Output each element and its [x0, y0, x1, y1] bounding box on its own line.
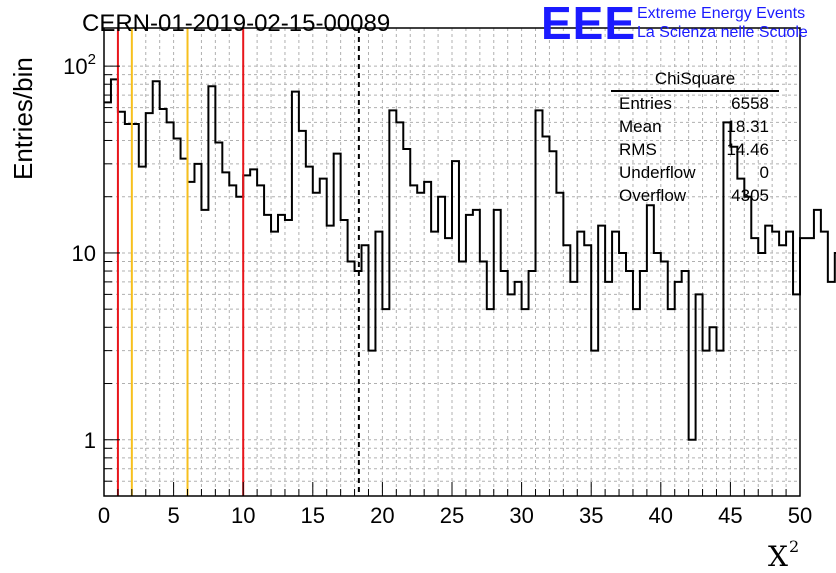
stats-title: ChiSquare — [611, 68, 779, 92]
stats-value: 18.31 — [726, 117, 769, 136]
x-tick-label: 50 — [788, 503, 812, 528]
y-tick-label: 102 — [63, 51, 96, 79]
y-tick-label: 1 — [84, 428, 96, 453]
stats-row-entries: Entries 6558 — [611, 92, 779, 115]
x-tick-label: 35 — [579, 503, 603, 528]
stats-row-rms: RMS 14.46 — [611, 138, 779, 161]
stats-value: 4305 — [731, 186, 769, 205]
stats-key: Underflow — [619, 163, 696, 182]
stats-value: 14.46 — [726, 140, 769, 159]
y-axis-label: Entries/bin — [8, 57, 38, 180]
stats-key: Entries — [619, 94, 672, 113]
stats-box: ChiSquare Entries 6558 Mean 18.31 RMS 14… — [611, 68, 779, 207]
histogram-line — [104, 78, 836, 441]
logo-line-1: Extreme Energy Events — [637, 5, 806, 22]
stats-key: RMS — [619, 140, 657, 159]
x-tick-label: 0 — [98, 503, 110, 528]
stats-value: 6558 — [731, 94, 769, 113]
stats-key: Mean — [619, 117, 662, 136]
stats-key: Overflow — [619, 186, 687, 205]
y-tick-label: 10 — [72, 241, 96, 266]
x-axis-label-main: X — [768, 540, 788, 573]
x-tick-label: 45 — [718, 503, 742, 528]
x-tick-label: 25 — [440, 503, 464, 528]
x-tick-label: 40 — [649, 503, 673, 528]
x-tick-label: 10 — [231, 503, 255, 528]
x-axis-label-sup: 2 — [788, 537, 800, 556]
stats-value: 0 — [759, 163, 769, 182]
stats-row-underflow: Underflow 0 — [611, 161, 779, 184]
x-tick-label: 20 — [370, 503, 394, 528]
run-title: CERN-01-2019-02-15-00089 — [82, 10, 391, 37]
x-tick-label: 15 — [301, 503, 325, 528]
logo-line-2: La Scienza nelle Scuole — [637, 24, 808, 41]
stats-row-overflow: Overflow 4305 — [611, 184, 779, 207]
x-tick-label: 5 — [167, 503, 179, 528]
eee-logo: EEE — [541, 0, 637, 49]
x-tick-label: 30 — [509, 503, 533, 528]
x-axis-label: X2 — [768, 537, 799, 573]
stats-row-mean: Mean 18.31 — [611, 115, 779, 138]
